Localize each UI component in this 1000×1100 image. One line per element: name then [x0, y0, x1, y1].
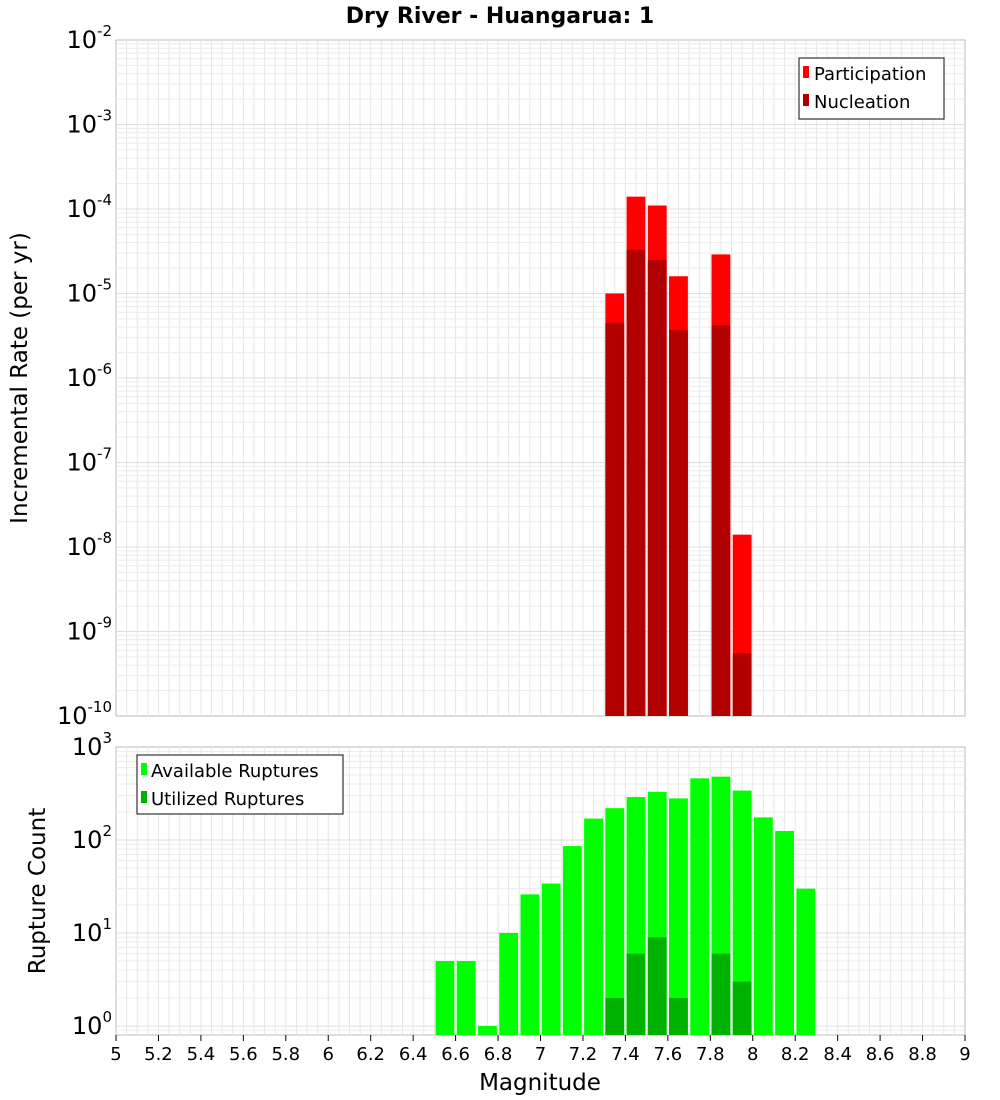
top-bar-nucleation — [732, 653, 752, 716]
top-bar-nucleation — [711, 325, 731, 716]
chart-title: Dry River - Huangarua: 1 — [346, 4, 654, 29]
x-tick-label: 8.8 — [908, 1044, 937, 1065]
bottom-bar-utilized-ruptures — [711, 953, 731, 1035]
top-legend-box — [798, 57, 945, 120]
x-tick-label: 8.6 — [866, 1044, 895, 1065]
bottom-bar-available-ruptures — [541, 883, 561, 1035]
top-bar-nucleation — [647, 259, 667, 716]
top-y-tick-label: 10-6 — [66, 360, 112, 392]
legend-swatch-utilized-ruptures — [141, 791, 147, 803]
top-y-tick-label: 10-2 — [66, 22, 112, 54]
bottom-bar-available-ruptures — [562, 846, 582, 1035]
bottom-bar-utilized-ruptures — [669, 997, 688, 1035]
bottom-bar-utilized-ruptures — [732, 981, 752, 1035]
legend-label-nucleation: Nucleation — [814, 92, 910, 113]
bottom-bar-available-ruptures — [732, 790, 752, 1035]
bottom-plot-y-ticks: 100 101 102 103 — [72, 729, 112, 1040]
legend-swatch-nucleation — [803, 94, 809, 106]
x-tick-label: 8 — [747, 1044, 758, 1065]
bottom-plot: 100 101 102 103 Rupture Count Available Rup… — [25, 729, 966, 1040]
bottom-bar-utilized-ruptures — [647, 937, 667, 1035]
legend-swatch-participation — [803, 66, 809, 78]
bottom-bar-available-ruptures — [456, 960, 476, 1035]
x-tick-label: 5.2 — [144, 1044, 173, 1065]
x-tick-label: 9 — [959, 1044, 970, 1065]
bottom-legend-box — [136, 754, 344, 815]
x-tick-label: 6.6 — [441, 1044, 470, 1065]
legend-label-utilized-ruptures: Utilized Ruptures — [151, 789, 304, 810]
bottom-y-tick-label: 101 — [72, 915, 112, 947]
x-tick-label: 5.8 — [271, 1044, 300, 1065]
x-tick-label: 8.4 — [823, 1044, 852, 1065]
bottom-bar-available-ruptures — [435, 960, 455, 1035]
x-tick-label: 7 — [535, 1044, 546, 1065]
top-bar-nucleation — [605, 322, 625, 716]
bottom-plot-legend: Available Ruptures Utilized Ruptures — [136, 754, 344, 815]
bottom-bar-available-ruptures — [796, 888, 816, 1035]
top-y-tick-label: 10-7 — [66, 445, 112, 477]
x-axis-label: Magnitude — [479, 1070, 601, 1096]
top-plot-y-label: Incremental Rate (per yr) — [7, 232, 33, 524]
x-tick-label: 6.2 — [356, 1044, 385, 1065]
bottom-y-tick-label: 102 — [72, 822, 112, 854]
top-y-tick-label: 10-4 — [66, 191, 112, 223]
x-tick-label: 5.6 — [229, 1044, 258, 1065]
bottom-bar-utilized-ruptures — [605, 997, 625, 1035]
top-bar-nucleation — [626, 249, 646, 716]
top-plot-bars — [605, 196, 752, 717]
bottom-y-tick-label: 103 — [72, 729, 112, 761]
legend-label-participation: Participation — [814, 64, 926, 85]
top-y-tick-label: 10-5 — [66, 276, 112, 308]
top-plot-y-ticks: 10-10 10-9 10-8 10-7 10-6 10-5 10-4 10-3 10-2 — [57, 22, 112, 730]
x-tick-label: 7.4 — [611, 1044, 640, 1065]
legend-label-available-ruptures: Available Ruptures — [151, 761, 319, 782]
bottom-bar-available-ruptures — [690, 778, 710, 1035]
bottom-bar-available-ruptures — [669, 798, 688, 1035]
bottom-bar-available-ruptures — [520, 894, 540, 1035]
x-tick-label: 7.6 — [654, 1044, 683, 1065]
bottom-y-tick-label: 100 — [72, 1008, 112, 1040]
bottom-bar-utilized-ruptures — [626, 953, 646, 1035]
bottom-plot-y-label: Rupture Count — [25, 808, 51, 974]
bottom-bar-available-ruptures — [478, 1025, 497, 1035]
bottom-plot-bars — [435, 776, 816, 1035]
x-tick-label: 7.8 — [696, 1044, 725, 1065]
top-plot-grid — [116, 40, 965, 716]
x-tick-label: 6 — [323, 1044, 334, 1065]
x-tick-label: 6.4 — [399, 1044, 428, 1065]
x-tick-label: 5 — [110, 1044, 121, 1065]
bottom-bar-available-ruptures — [584, 818, 603, 1035]
x-tick-label: 6.8 — [484, 1044, 513, 1065]
top-y-tick-label: 10-3 — [66, 107, 112, 139]
top-bar-nucleation — [669, 329, 688, 716]
bottom-bar-available-ruptures — [499, 932, 519, 1035]
legend-swatch-available-ruptures — [141, 763, 147, 775]
top-y-tick-label: 10-10 — [57, 698, 112, 730]
x-axis: 5 5.2 5.4 5.6 5.8 6 6.2 6.4 6.6 6.8 7 7.2 7.4 7.6 7.8 8… — [110, 1035, 971, 1065]
top-y-tick-label: 10-8 — [66, 529, 112, 561]
x-tick-label: 5.4 — [187, 1044, 216, 1065]
bottom-bar-available-ruptures — [775, 830, 794, 1035]
bottom-bar-available-ruptures — [753, 817, 773, 1035]
top-plot-legend: Participation Nucleation — [798, 57, 945, 120]
top-plot: 10-10 10-9 10-8 10-7 10-6 10-5 10-4 10-3 10-2 In… — [7, 22, 966, 730]
bottom-bar-available-ruptures — [605, 808, 625, 1035]
x-tick-label: 8.2 — [781, 1044, 810, 1065]
x-tick-label: 7.2 — [569, 1044, 598, 1065]
top-y-tick-label: 10-9 — [66, 614, 112, 646]
